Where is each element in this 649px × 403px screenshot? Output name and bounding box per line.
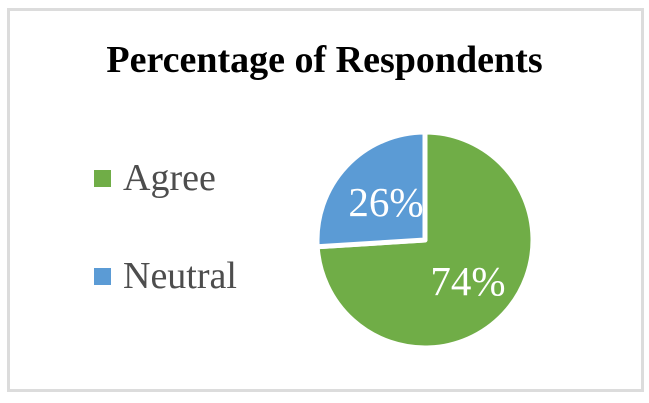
legend-swatch-agree-icon — [94, 169, 111, 187]
pie-label-agree: 74% — [430, 258, 505, 304]
chart-title: Percentage of Respondents — [106, 39, 543, 81]
legend-swatch-neutral-icon — [94, 267, 111, 285]
legend-item-neutral: Neutral — [94, 254, 237, 298]
pie-slice-neutral — [314, 129, 428, 250]
pie-label-neutral: 26% — [348, 179, 423, 225]
legend-label-neutral: Neutral — [123, 255, 237, 297]
legend-item-agree: Agree — [94, 156, 216, 200]
legend-label-agree: Agree — [123, 157, 216, 199]
